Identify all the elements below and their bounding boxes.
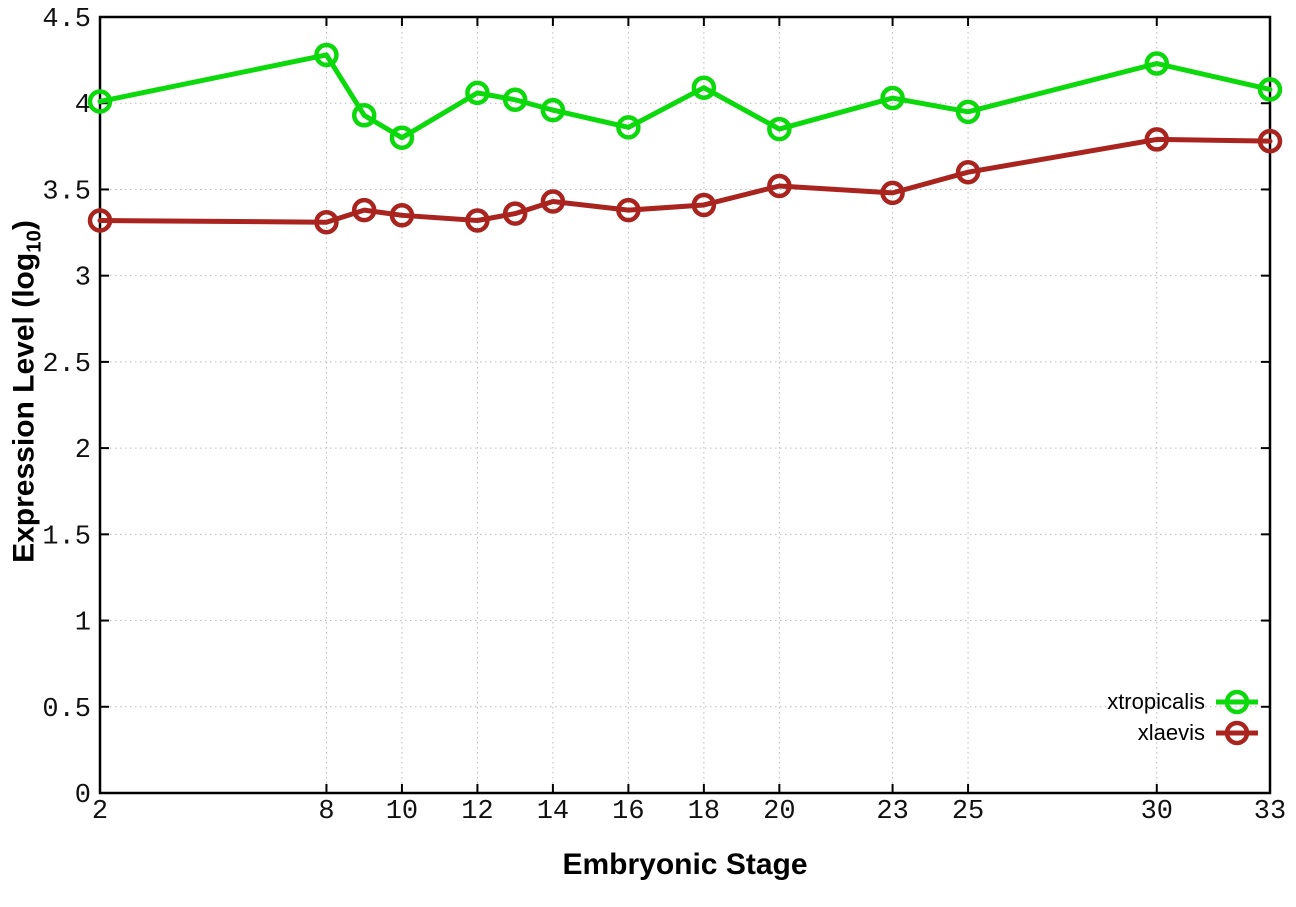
x-tick-label: 2: [92, 797, 108, 827]
series-xlaevis: [87, 127, 1283, 235]
x-axis-title: Embryonic Stage: [562, 848, 808, 881]
data-point-xlaevis: [540, 189, 566, 214]
x-tick-label: 8: [318, 797, 334, 827]
x-tick-label: 30: [1141, 797, 1173, 827]
axis-tick-labels: 2 8 10 12 14 16 18 20 23 25 30 33 0 0.5 1 1.5 2 2.5 3 3.5 4 4…: [42, 5, 1286, 827]
data-point-xlaevis: [502, 201, 528, 226]
y-tick-label: 0: [75, 781, 91, 811]
y-tick-label: 2: [75, 436, 91, 466]
legend-marker-xlaevis-icon: [1216, 720, 1258, 745]
legend: xtropicalis xlaevis: [1107, 686, 1260, 748]
y-tick-label: 3: [75, 264, 91, 294]
y-axis-title: Expression Level (log10): [8, 172, 47, 612]
data-point-xlaevis: [767, 173, 792, 199]
legend-label-xtropicalis: xtropicalis: [1107, 688, 1205, 714]
x-tick-label: 20: [763, 797, 795, 827]
data-point-xlaevis: [389, 203, 415, 228]
x-tick-label: 18: [688, 797, 720, 827]
data-point-xtropicalis: [465, 80, 490, 106]
data-point-xtropicalis: [502, 87, 528, 113]
data-point-xtropicalis: [1144, 51, 1170, 76]
data-point-xlaevis: [691, 192, 717, 218]
data-point-xtropicalis: [1257, 77, 1283, 102]
data-point-xtropicalis: [389, 125, 415, 150]
data-point-xtropicalis: [314, 42, 339, 68]
data-point-xtropicalis: [767, 116, 792, 142]
x-tick-label: 16: [612, 797, 644, 827]
y-tick-label: 0.5: [42, 695, 91, 725]
series-xtropicalis: [87, 42, 1283, 150]
data-point-xlaevis: [1144, 127, 1170, 152]
series-line-xlaevis: [97, 136, 1273, 225]
y-axis-title-close: ): [7, 220, 41, 231]
y-tick-label: 3.5: [42, 177, 91, 207]
x-tick-label: 10: [386, 797, 418, 827]
data-point-xtropicalis: [616, 115, 641, 140]
data-point-xlaevis: [314, 209, 339, 235]
x-tick-label: 23: [876, 797, 908, 827]
data-point-xlaevis: [880, 180, 905, 206]
legend-item-xtropicalis: xtropicalis: [1107, 686, 1260, 717]
y-axis-title-text: Expression Level (log: [7, 252, 41, 563]
x-tick-label: 12: [461, 797, 493, 827]
plot-border: [98, 15, 1272, 795]
x-tick-label: 14: [537, 797, 569, 827]
data-point-xtropicalis: [87, 89, 113, 114]
data-point-xlaevis: [87, 208, 113, 233]
data-point-xtropicalis: [351, 103, 377, 128]
legend-item-xlaevis: xlaevis: [1138, 717, 1260, 748]
data-point-xlaevis: [955, 159, 981, 185]
y-tick-label: 4.5: [42, 5, 91, 35]
legend-label-xlaevis: xlaevis: [1137, 719, 1205, 745]
data-point-xlaevis: [351, 197, 377, 223]
y-tick-label: 4: [75, 91, 91, 121]
data-point-xlaevis: [616, 197, 641, 223]
legend-marker-xtropicalis-icon: [1216, 689, 1258, 714]
series-line-xtropicalis: [97, 52, 1273, 141]
data-point-xtropicalis: [540, 97, 566, 123]
x-tick-label: 25: [952, 797, 984, 827]
axis-ticks: [99, 16, 1271, 794]
data-point-xtropicalis: [691, 75, 717, 100]
y-tick-label: 2.5: [42, 350, 91, 380]
data-point-xlaevis: [465, 208, 490, 233]
data-point-xtropicalis: [880, 85, 905, 111]
y-axis-title-subscript: 10: [23, 230, 46, 253]
x-tick-label: 33: [1254, 797, 1286, 827]
y-tick-label: 1.5: [42, 522, 91, 552]
data-point-xlaevis: [1257, 128, 1283, 154]
data-point-xtropicalis: [955, 99, 981, 125]
grid-lines: [100, 17, 1270, 793]
y-tick-label: 1: [75, 609, 91, 639]
